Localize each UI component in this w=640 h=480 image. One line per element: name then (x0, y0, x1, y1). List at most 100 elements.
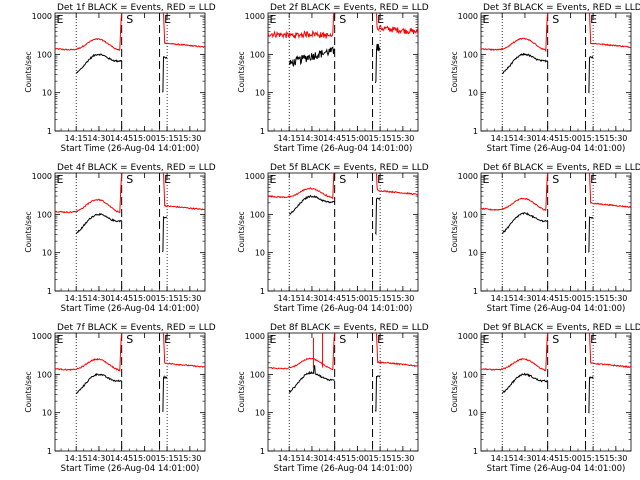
x-axis-label: Start Time (26-Aug-04 14:01:00) (61, 464, 200, 474)
plot-area (55, 173, 205, 291)
events-series-line (75, 372, 122, 395)
x-tick-label: 15:00 (346, 294, 369, 303)
x-tick-label: 14:30 (87, 294, 110, 303)
plot-area (481, 13, 631, 131)
y-tick-label: 1000 (458, 12, 478, 21)
y-tick-label: 100 (37, 210, 52, 219)
x-tick-label: 14:30 (300, 294, 323, 303)
y-tick-label: 10 (255, 409, 265, 418)
event-marker-label: E (270, 13, 277, 26)
x-axis-label: Start Time (26-Aug-04 14:01:00) (61, 304, 200, 314)
event-marker-label: S (126, 333, 133, 346)
x-tick-label: 15:30 (178, 294, 201, 303)
lld-series-line (481, 333, 631, 372)
y-tick-label: 100 (37, 370, 52, 379)
event-marker-label: E (377, 173, 384, 186)
lld-series-line (55, 173, 205, 214)
y-axis-label: Counts/sec (24, 51, 33, 92)
event-marker-label: E (57, 333, 64, 346)
x-tick-label: 14:15 (278, 294, 301, 303)
y-tick-label: 100 (250, 210, 265, 219)
x-tick-label: 14:30 (300, 454, 323, 463)
y-tick-label: 100 (250, 370, 265, 379)
event-marker-label: E (483, 173, 490, 186)
events-series-line (374, 375, 381, 412)
y-tick-label: 1000 (32, 332, 52, 341)
events-series-line (374, 43, 381, 84)
panel-title: Det 5f BLACK = Events, RED = LLD (270, 163, 429, 173)
y-tick-label: 100 (463, 50, 478, 59)
y-tick-label: 10 (468, 409, 478, 418)
x-tick-label: 14:15 (278, 134, 301, 143)
events-series-line (587, 56, 594, 94)
x-tick-label: 15:15 (156, 294, 179, 303)
x-tick-label: 14:45 (536, 294, 559, 303)
x-tick-label: 15:15 (369, 454, 392, 463)
events-series-line (162, 56, 168, 93)
x-axis-label: Start Time (26-Aug-04 14:01:00) (274, 144, 413, 154)
x-tick-label: 15:30 (604, 454, 627, 463)
events-series-line (588, 376, 594, 414)
event-marker-label: E (483, 13, 490, 26)
x-tick-label: 14:45 (536, 454, 559, 463)
y-tick-label: 1000 (458, 172, 478, 181)
x-tick-label: 15:00 (346, 134, 369, 143)
plot-frame (54, 172, 206, 292)
event-marker-label: E (377, 333, 384, 346)
x-axis-label: Start Time (26-Aug-04 14:01:00) (61, 144, 200, 154)
y-tick-label: 1000 (32, 172, 52, 181)
x-tick-label: 14:45 (323, 294, 346, 303)
plot-area (268, 333, 418, 451)
y-tick-label: 100 (463, 210, 478, 219)
plot-area (481, 173, 631, 291)
y-axis-label: Counts/sec (237, 371, 246, 412)
x-axis-label: Start Time (26-Aug-04 14:01:00) (274, 304, 413, 314)
event-marker-label: S (552, 173, 559, 186)
x-tick-label: 15:00 (559, 454, 582, 463)
event-marker-label: S (552, 13, 559, 26)
x-tick-label: 15:00 (559, 294, 582, 303)
y-tick-label: 1000 (245, 332, 265, 341)
x-tick-label: 14:15 (65, 134, 88, 143)
panel-title: Det 6f BLACK = Events, RED = LLD (483, 163, 640, 173)
y-tick-label: 10 (42, 249, 52, 258)
events-series-line (76, 53, 123, 74)
plot-frame (480, 332, 632, 452)
x-tick-label: 14:15 (491, 454, 514, 463)
y-tick-label: 10 (468, 89, 478, 98)
y-tick-label: 100 (463, 370, 478, 379)
x-tick-label: 15:15 (582, 294, 605, 303)
x-tick-label: 14:30 (87, 134, 110, 143)
x-tick-label: 15:30 (391, 454, 414, 463)
events-series-line (288, 365, 335, 393)
y-tick-label: 1 (473, 287, 478, 296)
x-axis-label: Start Time (26-Aug-04 14:01:00) (487, 304, 626, 314)
event-marker-label: S (339, 13, 346, 26)
y-axis-label: Counts/sec (450, 51, 459, 92)
x-tick-label: 15:30 (178, 134, 201, 143)
events-series-line (75, 212, 122, 235)
y-axis-label: Counts/sec (450, 211, 459, 252)
y-tick-label: 1 (260, 287, 265, 296)
y-tick-label: 1 (47, 447, 52, 456)
panel-1: Det 1f BLACK = Events, RED = LLD 1 10 100 10… (24, 3, 216, 154)
y-axis-label: Counts/sec (237, 211, 246, 252)
plot-area (268, 13, 418, 131)
event-marker-label: E (270, 173, 277, 186)
panel-5: Det 5f BLACK = Events, RED = LLD 1 10 100 10… (237, 163, 429, 314)
x-tick-label: 15:30 (391, 294, 414, 303)
panel-3: Det 3f BLACK = Events, RED = LLD 1 10 100 10… (450, 3, 640, 154)
y-tick-label: 10 (468, 249, 478, 258)
lld-series-line (268, 13, 418, 39)
x-tick-label: 15:00 (133, 454, 156, 463)
x-tick-label: 15:15 (156, 134, 179, 143)
panel-2: Det 2f BLACK = Events, RED = LLD 1 10 100 10… (237, 3, 429, 154)
event-marker-label: E (164, 333, 171, 346)
y-tick-label: 100 (250, 50, 265, 59)
events-series-line (162, 375, 168, 412)
event-marker-label: E (483, 333, 490, 346)
plot-frame (54, 332, 206, 452)
x-tick-label: 14:45 (323, 454, 346, 463)
x-tick-label: 14:45 (536, 134, 559, 143)
x-tick-label: 14:30 (513, 454, 536, 463)
